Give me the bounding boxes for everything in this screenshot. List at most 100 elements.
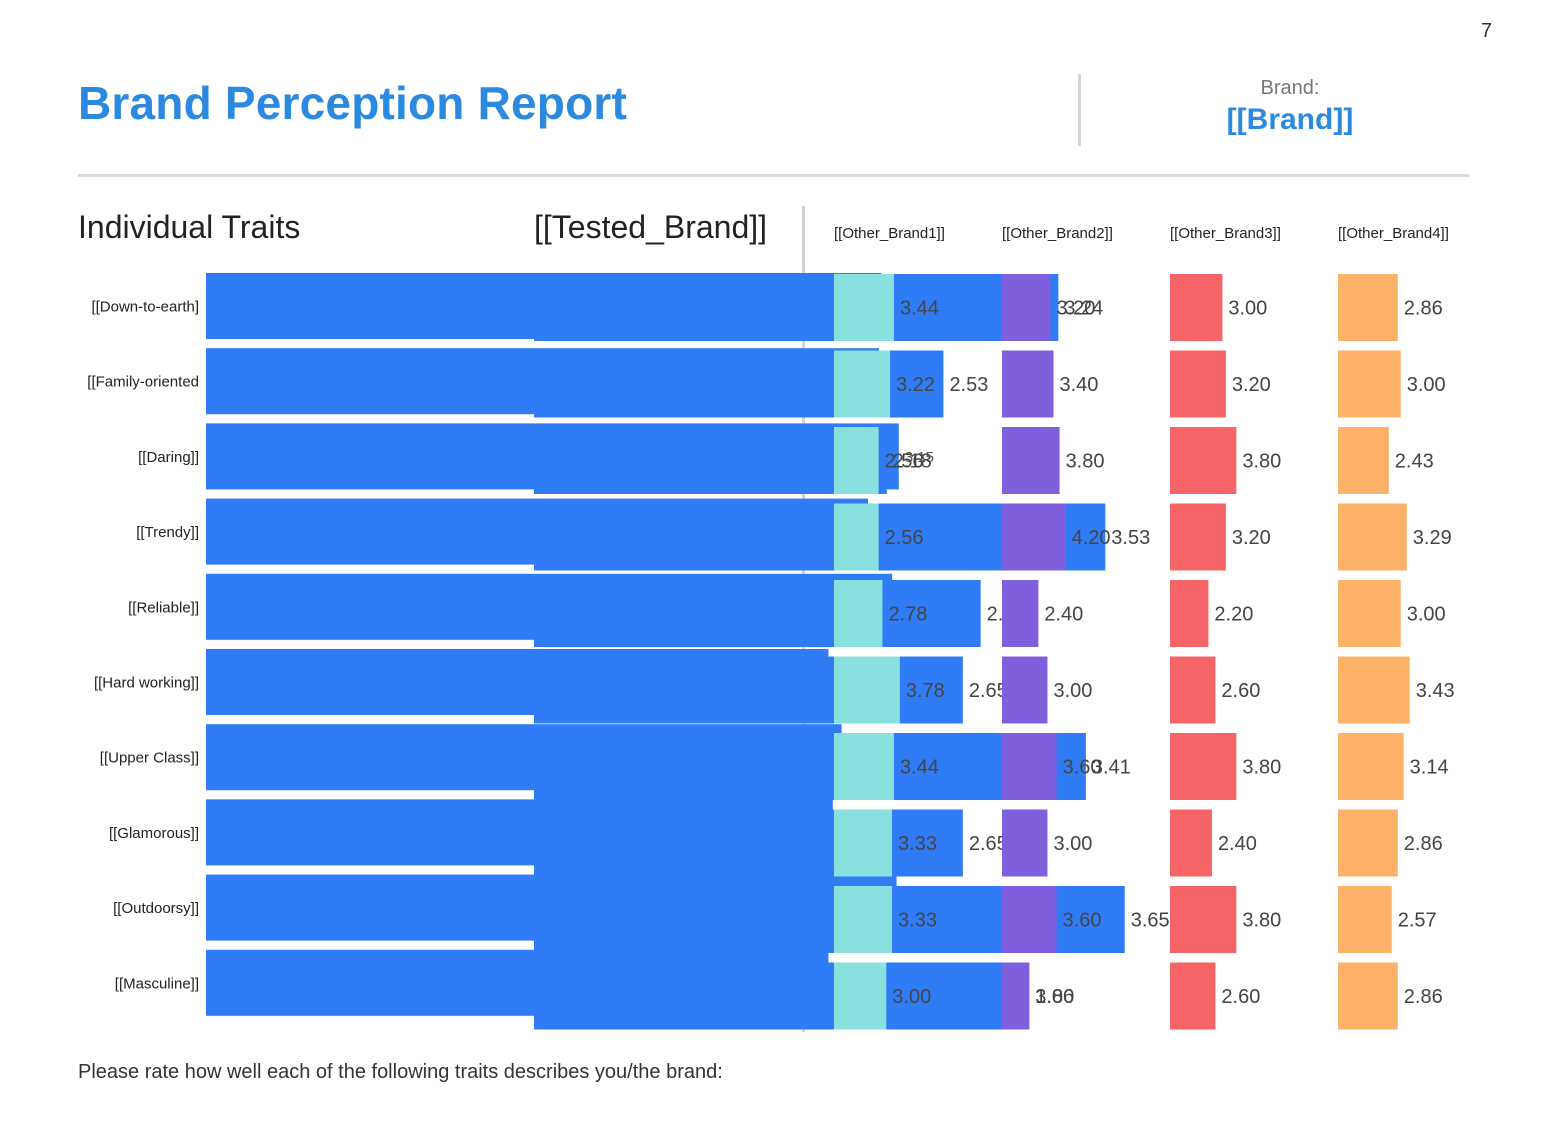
other-brand3-value-label: 3.00 <box>1228 298 1267 320</box>
other-brand3-value-label: 3.80 <box>1242 451 1281 473</box>
other-brand4-bar <box>1338 733 1404 800</box>
other-brand3-bar <box>1170 733 1237 800</box>
other-brand2-value-label: 4.20 <box>1072 527 1111 549</box>
other-brand2-value-label: 2.40 <box>1044 604 1083 626</box>
other-brand2-bar <box>1002 733 1057 800</box>
other-brand2-value-label: 3.60 <box>1063 910 1102 932</box>
other-brand1-value-label: 3.33 <box>898 910 937 932</box>
other-brand4-value-label: 3.14 <box>1410 757 1449 779</box>
other-brand3-bar <box>1170 656 1216 724</box>
other-brand2-bar <box>1002 962 1030 1030</box>
other-brand2-bar <box>1002 580 1039 647</box>
other-brand4-bar <box>1338 427 1389 494</box>
other-brand2-bar <box>1002 427 1060 494</box>
other-brand3-bar <box>1170 274 1223 341</box>
other-brand4-title: [[Other_Brand4]] <box>1338 225 1449 242</box>
trait-category-label: [[Upper Class]] <box>100 750 199 767</box>
other-brand4-bar <box>1338 656 1410 724</box>
other-brand1-bar <box>834 350 891 418</box>
other-brand2-bar <box>1002 886 1057 953</box>
other-brand1-value-label: 3.22 <box>896 374 935 396</box>
page-number: 7 <box>1480 20 1492 42</box>
tested-brand-bar <box>534 580 981 647</box>
trait-category-label: [[Trendy]] <box>136 524 199 541</box>
other-brand2-value-label: 3.40 <box>1060 374 1099 396</box>
other-brand3-title: [[Other_Brand3]] <box>1170 225 1281 242</box>
other-brand1-value-label: 3.78 <box>906 680 945 702</box>
tested-brand-value-label: 3.65 <box>1131 910 1170 932</box>
trait-category-label: [[Hard working]] <box>94 675 199 692</box>
other-brand3-bar <box>1170 350 1226 418</box>
individual-value-label: 3.15 <box>905 449 934 466</box>
other-brand4-bar <box>1338 962 1398 1030</box>
other-brand4-value-label: 3.29 <box>1413 527 1452 549</box>
brand-value: [[Brand]] <box>1226 103 1354 136</box>
other-brand3-bar <box>1170 886 1237 953</box>
other-brand3-bar <box>1170 809 1212 877</box>
tested-brand-value-label: 3.41 <box>1092 757 1131 779</box>
other-brand2-value-label: 3.20 <box>1056 298 1095 320</box>
other-brand3-value-label: 3.80 <box>1242 910 1281 932</box>
other-brand4-bar <box>1338 503 1407 571</box>
other-brand4-value-label: 2.57 <box>1398 910 1437 932</box>
other-brand1-bar <box>834 274 894 341</box>
other-brand1-bar <box>834 962 887 1030</box>
other-brand3-value-label: 2.20 <box>1214 604 1253 626</box>
tested-brand-bar <box>534 962 1030 1030</box>
tested-brand-value-label: 3.53 <box>1111 527 1150 549</box>
trait-category-label: [[Reliable]] <box>128 599 199 616</box>
other-brand4-bar <box>1338 580 1401 647</box>
other-brand2-value-label: 1.80 <box>1035 986 1074 1008</box>
trait-category-label: [[Down-to-earth] <box>91 299 199 316</box>
other-brand3-value-label: 2.60 <box>1221 680 1260 702</box>
section-title: Individual Traits <box>78 209 301 245</box>
other-brand3-bar <box>1170 503 1226 571</box>
other-brand2-value-label: 3.00 <box>1053 680 1092 702</box>
other-brand4-value-label: 2.86 <box>1404 833 1443 855</box>
other-brand3-value-label: 3.80 <box>1242 757 1281 779</box>
footnote: Please rate how well each of the followi… <box>78 1061 723 1083</box>
tested-brand-value-label: 2.65 <box>969 833 1008 855</box>
tested-brand-bar <box>534 733 1086 800</box>
other-brand3-bar <box>1170 427 1237 494</box>
other-brand2-bar <box>1002 274 1051 341</box>
other-brand3-bar <box>1170 580 1209 647</box>
other-brand2-bar <box>1002 503 1066 571</box>
other-brand3-value-label: 2.40 <box>1218 833 1257 855</box>
trait-category-label: [[Family-oriented <box>87 374 199 391</box>
other-brand2-title: [[Other_Brand2]] <box>1002 225 1113 242</box>
other-brand1-bar <box>834 656 900 724</box>
other-brand4-value-label: 3.43 <box>1416 680 1455 702</box>
trait-category-label: [[Glamorous]] <box>109 825 199 842</box>
other-brand1-value-label: 3.33 <box>898 833 937 855</box>
other-brand3-bar <box>1170 962 1216 1030</box>
other-brand4-bar <box>1338 274 1398 341</box>
trait-category-label: [[Daring]] <box>138 449 199 466</box>
other-brand4-value-label: 3.00 <box>1407 604 1446 626</box>
other-brand1-bar <box>834 733 894 800</box>
tested-brand-value-label: 3.06 <box>1035 986 1074 1008</box>
tested-brand-title: [[Tested_Brand]] <box>534 209 768 245</box>
other-brand2-bar <box>1002 809 1048 877</box>
other-brand2-value-label: 3.00 <box>1053 833 1092 855</box>
other-brand2-value-label: 3.60 <box>1063 757 1102 779</box>
header-divider <box>1078 74 1081 146</box>
other-brand2-bar <box>1002 350 1054 418</box>
other-brand2-value-label: 3.80 <box>1066 451 1105 473</box>
other-brand3-value-label: 3.20 <box>1232 374 1271 396</box>
trait-category-label: [[Outdoorsy]] <box>113 900 199 917</box>
tested-brand-value-label: 2.53 <box>949 374 988 396</box>
other-brand1-bar <box>834 427 879 494</box>
other-brand1-bar <box>834 580 883 647</box>
other-brand3-value-label: 2.60 <box>1221 986 1260 1008</box>
tested-brand-bar <box>534 427 887 494</box>
tested-brand-value-label: 2.18 <box>893 451 932 473</box>
tested-brand-value-label: 2.65 <box>969 680 1008 702</box>
other-brand1-value-label: 2.56 <box>885 451 924 473</box>
other-brand1-value-label: 3.44 <box>900 298 939 320</box>
other-brand2-bar <box>1002 656 1048 724</box>
other-brand4-value-label: 2.86 <box>1404 986 1443 1008</box>
other-brand4-bar <box>1338 886 1392 953</box>
other-brand4-value-label: 2.86 <box>1404 298 1443 320</box>
